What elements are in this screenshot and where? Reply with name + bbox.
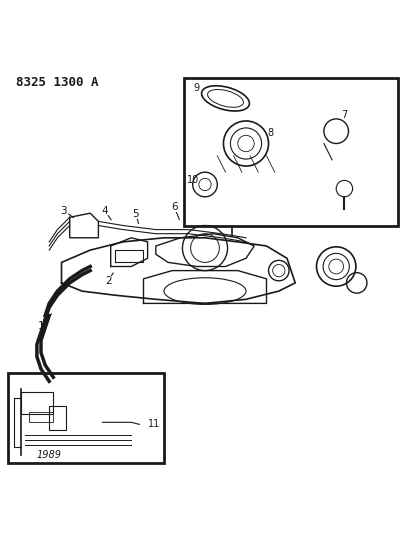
Text: 9: 9 xyxy=(193,83,199,93)
Bar xyxy=(20,392,53,414)
Text: 8: 8 xyxy=(267,128,273,138)
Text: 1: 1 xyxy=(38,321,44,331)
Bar xyxy=(8,373,164,463)
Bar xyxy=(49,406,65,431)
Text: 11: 11 xyxy=(147,419,160,430)
Text: 6: 6 xyxy=(171,202,177,212)
Text: 10: 10 xyxy=(186,175,198,185)
Text: 4: 4 xyxy=(101,206,108,216)
Bar xyxy=(184,78,397,225)
Text: 5: 5 xyxy=(132,209,138,219)
Text: 8325 1300 A: 8325 1300 A xyxy=(16,76,99,89)
Text: 1989: 1989 xyxy=(37,450,61,460)
Text: 3: 3 xyxy=(60,206,67,216)
Bar xyxy=(29,412,53,422)
Text: 7: 7 xyxy=(340,110,347,120)
Text: 2: 2 xyxy=(105,276,112,286)
